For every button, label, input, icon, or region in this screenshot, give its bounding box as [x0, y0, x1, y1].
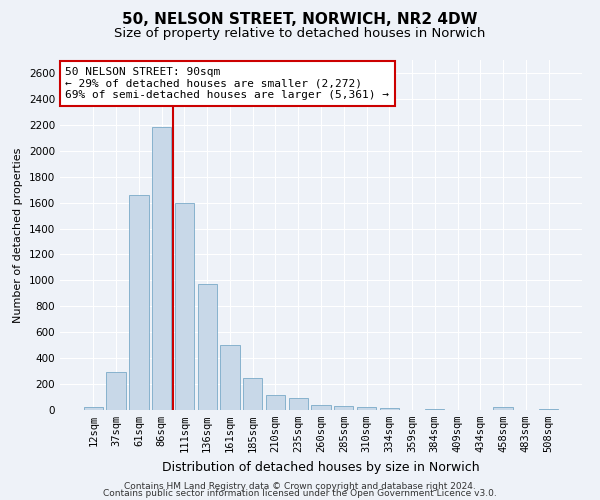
Text: Contains public sector information licensed under the Open Government Licence v3: Contains public sector information licen… — [103, 490, 497, 498]
Bar — [425, 408, 445, 410]
Bar — [106, 372, 126, 410]
Bar — [152, 128, 172, 410]
Bar — [243, 378, 262, 410]
X-axis label: Distribution of detached houses by size in Norwich: Distribution of detached houses by size … — [162, 460, 480, 473]
Bar — [493, 408, 513, 410]
Bar — [197, 284, 217, 410]
Bar — [539, 408, 558, 410]
Bar — [311, 406, 331, 410]
Bar — [380, 408, 399, 410]
Y-axis label: Number of detached properties: Number of detached properties — [13, 148, 23, 322]
Bar — [357, 408, 376, 410]
Bar — [175, 202, 194, 410]
Bar — [266, 395, 285, 410]
Bar — [84, 407, 103, 410]
Text: 50, NELSON STREET, NORWICH, NR2 4DW: 50, NELSON STREET, NORWICH, NR2 4DW — [122, 12, 478, 28]
Text: Size of property relative to detached houses in Norwich: Size of property relative to detached ho… — [115, 28, 485, 40]
Text: 50 NELSON STREET: 90sqm
← 29% of detached houses are smaller (2,272)
69% of semi: 50 NELSON STREET: 90sqm ← 29% of detache… — [65, 67, 389, 100]
Bar — [129, 195, 149, 410]
Bar — [334, 406, 353, 410]
Text: Contains HM Land Registry data © Crown copyright and database right 2024.: Contains HM Land Registry data © Crown c… — [124, 482, 476, 491]
Bar — [220, 345, 239, 410]
Bar — [289, 398, 308, 410]
